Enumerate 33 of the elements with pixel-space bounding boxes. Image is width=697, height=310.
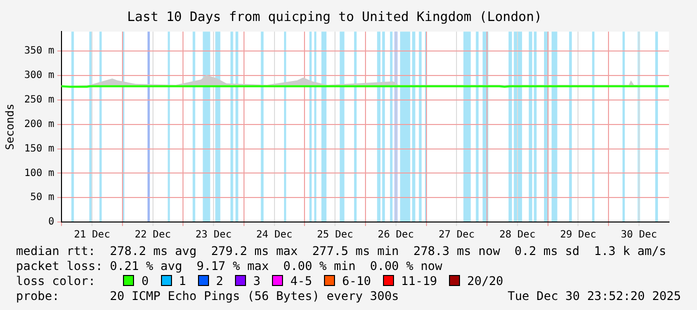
legend-label: 4-5: [289, 274, 312, 288]
text: probe: 20 ICMP Echo Pings (56 Bytes) every 300s: [16, 289, 399, 304]
chart-title: Last 10 Days from quicping to United Kingdom (London): [127, 10, 542, 26]
y-tick-label: 150 m: [24, 143, 54, 154]
y-axis-title: Seconds: [3, 104, 16, 150]
y-tick-label: 50 m: [30, 192, 54, 204]
legend-label: 6-10: [341, 274, 372, 288]
legend-label: 3: [252, 274, 260, 288]
x-tick-label: 24 Dec: [256, 230, 292, 241]
legend-label: 1: [178, 274, 186, 288]
text: Tue Dec 30 23:52:20 2025: [508, 289, 681, 304]
y-tick-label: 250 m: [24, 94, 54, 106]
x-tick-label: 22 Dec: [134, 230, 171, 241]
x-tick-label: 30 Dec: [620, 230, 658, 241]
x-tick-label: 23 Dec: [196, 230, 232, 241]
text: median rtt: 278.2 ms avg 279.2 ms max 277.5 ms min 278.3 ms now 0.2 ms sd 1.3 k am/s: [16, 244, 668, 259]
legend-label: 0: [140, 274, 149, 288]
x-tick-label: 29 Dec: [560, 230, 596, 241]
y-tick-label: 300 m: [24, 70, 54, 82]
text: packet loss: 0.21 % avg 9.17 % max 0.00 % min 0.00 % now: [16, 259, 444, 274]
legend-label: 2: [214, 274, 224, 288]
y-tick-label: 200 m: [24, 118, 54, 130]
y-tick-label: 100 m: [24, 168, 54, 179]
x-tick-label: 27 Dec: [438, 230, 475, 241]
legend-label: 20/20: [466, 274, 504, 288]
x-tick-label: 21 Dec: [74, 230, 110, 241]
legend-label: 11-19: [400, 274, 438, 288]
x-tick-label: 26 Dec: [378, 230, 414, 241]
legend-title: loss color:: [16, 274, 96, 288]
x-tick-label: 28 Dec: [499, 230, 536, 241]
y-tick-label: 350 m: [24, 46, 54, 57]
y-tick-label: 0: [48, 216, 54, 228]
x-tick-label: 25 Dec: [317, 230, 354, 241]
